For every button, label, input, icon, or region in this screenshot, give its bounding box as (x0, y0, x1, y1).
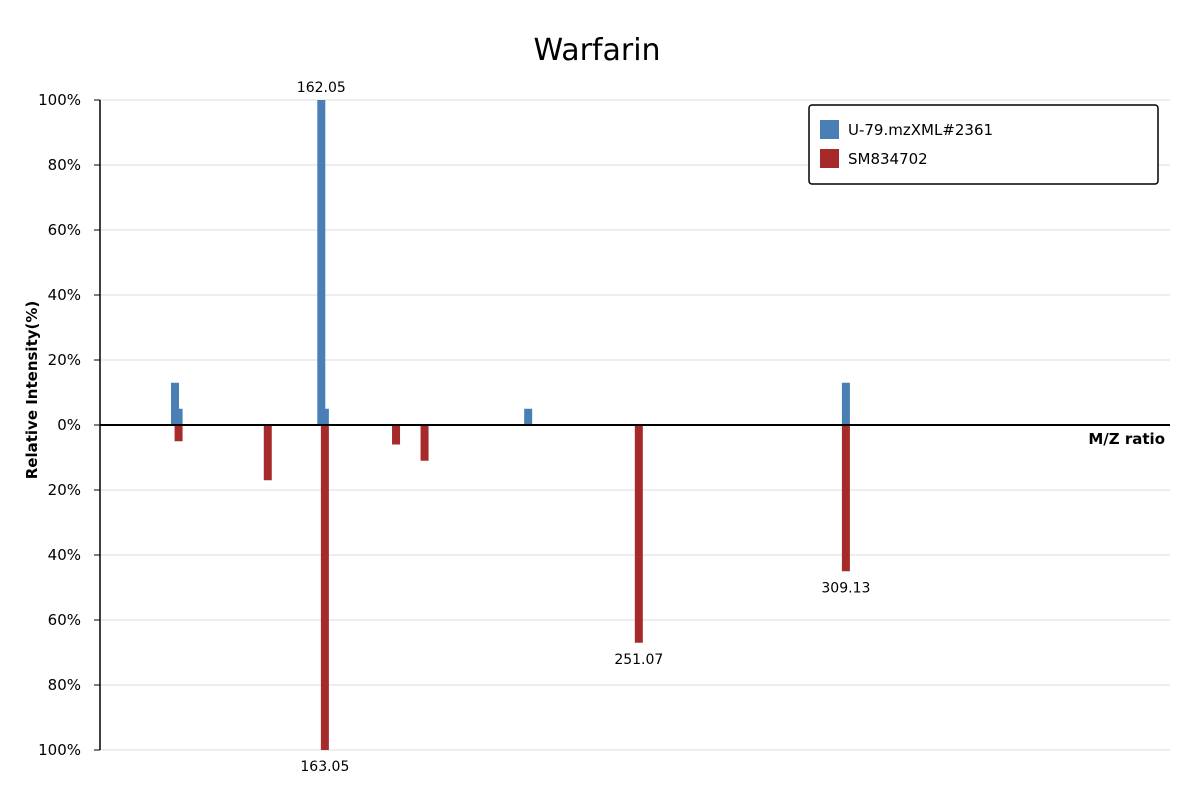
bar-down (320, 425, 329, 750)
bar-up (320, 408, 329, 425)
bar-up (317, 100, 326, 425)
legend-box (808, 104, 1159, 185)
peak-label: 309.13 (821, 580, 870, 596)
peak-label: 162.05 (297, 80, 346, 96)
legend-label-1: U-79.mzXML#2361 (848, 121, 993, 139)
bar-down (263, 425, 272, 481)
legend-label-2: SM834702 (848, 150, 928, 168)
y-tick-label: 20% (48, 481, 81, 499)
peak-label: 163.05 (300, 759, 349, 775)
y-tick-label: 40% (48, 546, 81, 564)
legend-swatch-2 (820, 149, 839, 168)
y-tick-label: 80% (48, 156, 81, 174)
bar-down (420, 425, 429, 461)
bar-down (841, 425, 850, 572)
y-axis-title: Relative Intensity(%) (23, 301, 41, 480)
legend-swatch-1 (820, 120, 839, 139)
y-tick-label: 100% (38, 741, 81, 759)
y-tick-label: 20% (48, 351, 81, 369)
legend: U-79.mzXML#2361 SM834702 (808, 104, 1159, 185)
bar-up (171, 382, 180, 425)
bar-down (392, 425, 401, 445)
chart-title: Warfarin (533, 33, 660, 68)
bar-up (174, 408, 183, 425)
x-axis-title: M/Z ratio (1088, 430, 1165, 448)
y-tick-label: 60% (48, 611, 81, 629)
bar-up (524, 408, 533, 425)
y-tick-label: 100% (38, 91, 81, 109)
bar-down (634, 425, 643, 643)
bars (171, 100, 850, 750)
y-tick-label: 80% (48, 676, 81, 694)
bar-down (174, 425, 183, 442)
y-tick-label: 40% (48, 286, 81, 304)
peak-labels: 162.05 163.05 251.07 309.13 (297, 80, 871, 775)
y-tick-label: 60% (48, 221, 81, 239)
bar-up (841, 382, 850, 425)
y-tick-label: 0% (57, 416, 81, 434)
peak-label: 251.07 (614, 652, 663, 668)
y-axis-ticks: 100% 80% 60% 40% 20% 0% 20% 40% 60% 80% 100% (38, 91, 100, 759)
